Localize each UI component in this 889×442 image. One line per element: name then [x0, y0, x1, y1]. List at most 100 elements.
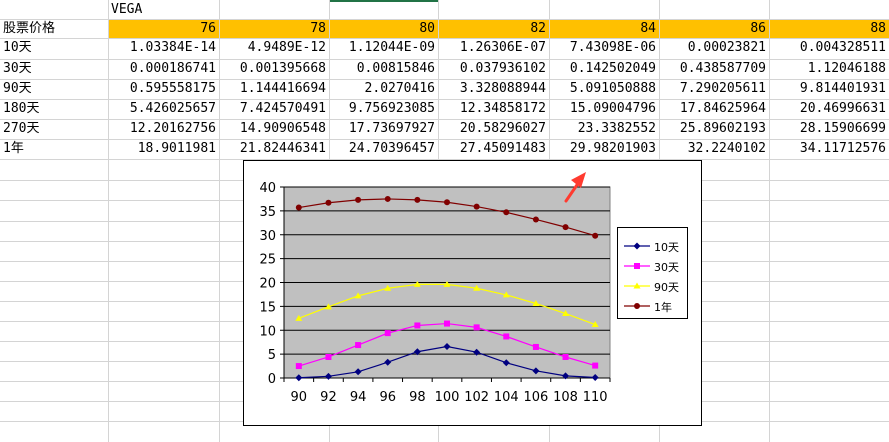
legend-marker: [633, 282, 641, 289]
y-tick-label: 0: [268, 372, 276, 387]
row-gridline: [0, 119, 889, 120]
y-tick-label: 25: [259, 253, 276, 268]
data-point: [473, 324, 480, 331]
cell-title-vega[interactable]: VEGA: [111, 2, 143, 17]
data-point: [355, 196, 362, 203]
cell-value[interactable]: 1.144416694: [239, 81, 326, 96]
legend-swatch: [624, 303, 650, 309]
cell-row-label[interactable]: 1年: [3, 141, 24, 156]
series-3: [295, 195, 599, 239]
row-gridline: [0, 19, 889, 20]
cell-value[interactable]: 12.20162756: [129, 121, 216, 136]
data-point: [414, 196, 421, 203]
cell-value[interactable]: 17.73697927: [348, 121, 435, 136]
data-point: [384, 195, 391, 202]
data-point: [443, 342, 451, 350]
legend-item: 1年: [618, 297, 689, 315]
cell-header-price[interactable]: 88: [870, 21, 886, 36]
row-gridline: [0, 139, 889, 140]
data-point: [562, 310, 570, 317]
y-tick-label: 35: [259, 205, 276, 220]
cell-header-price[interactable]: 82: [530, 21, 546, 36]
selected-column-marker: [329, 0, 438, 2]
cell-value[interactable]: 0.037936102: [459, 61, 546, 76]
cell-value[interactable]: 14.90906548: [239, 121, 326, 136]
data-point: [591, 321, 599, 328]
data-point: [325, 353, 332, 360]
legend-marker: [634, 303, 640, 309]
cell-value[interactable]: 17.84625964: [679, 101, 766, 116]
cell-value[interactable]: 20.58296027: [459, 121, 546, 136]
cell-header-price[interactable]: 84: [640, 21, 656, 36]
cell-row-label[interactable]: 90天: [3, 81, 32, 96]
cell-value[interactable]: 15.09004796: [569, 101, 656, 116]
data-point: [295, 314, 303, 321]
cell-value[interactable]: 28.15906699: [799, 121, 886, 136]
cell-value[interactable]: 4.9489E-12: [247, 40, 326, 55]
cell-value[interactable]: 0.438587709: [679, 61, 766, 76]
y-tick-label: 20: [259, 277, 276, 292]
cell-value[interactable]: 0.142502049: [569, 61, 656, 76]
cell-value[interactable]: 1.12044E-09: [348, 40, 435, 55]
cell-value[interactable]: 1.03384E-14: [129, 40, 216, 55]
data-point: [532, 300, 540, 307]
cell-value[interactable]: 12.34858172: [459, 101, 546, 116]
cell-value[interactable]: 9.814401931: [799, 81, 886, 96]
cell-header-price[interactable]: 86: [750, 21, 766, 36]
chart-legend: 10天 30天 90天 1年: [617, 227, 688, 319]
cell-value[interactable]: 25.89602193: [679, 121, 766, 136]
cell-value[interactable]: 24.70396457: [348, 141, 435, 156]
cell-value[interactable]: 27.45091483: [459, 141, 546, 156]
cell-value[interactable]: 1.12046188: [807, 61, 886, 76]
cell-value[interactable]: 1.26306E-07: [459, 40, 546, 55]
cell-header-price[interactable]: 80: [419, 21, 435, 36]
cell-value[interactable]: 0.00023821: [687, 40, 766, 55]
data-point: [473, 284, 481, 291]
cell-value[interactable]: 0.00815846: [356, 61, 435, 76]
x-tick-label: 102: [464, 390, 489, 405]
cell-header-price[interactable]: 76: [200, 21, 216, 36]
cell-value[interactable]: 0.000186741: [129, 61, 216, 76]
cell-value[interactable]: 5.091050888: [569, 81, 656, 96]
cell-value[interactable]: 32.2240102: [687, 141, 766, 156]
data-point: [502, 359, 510, 367]
data-point: [324, 303, 332, 310]
cell-header-price[interactable]: 78: [310, 21, 326, 36]
cell-value[interactable]: 20.46996631: [799, 101, 886, 116]
cell-value[interactable]: 34.11712576: [799, 141, 886, 156]
cell-row-header-label[interactable]: 股票价格: [3, 21, 56, 36]
data-point: [591, 374, 599, 382]
legend-swatch: [624, 263, 650, 269]
cell-value[interactable]: 23.3382552: [577, 121, 656, 136]
cell-value[interactable]: 0.004328511: [799, 40, 886, 55]
cell-value[interactable]: 0.595558175: [129, 81, 216, 96]
cell-value[interactable]: 0.001395668: [239, 61, 326, 76]
cell-value[interactable]: 7.290205611: [679, 81, 766, 96]
x-tick-label: 92: [320, 390, 337, 405]
cell-value[interactable]: 2.0270416: [364, 81, 435, 96]
cell-value[interactable]: 21.82446341: [239, 141, 326, 156]
series-0: [295, 342, 599, 382]
data-point: [503, 333, 510, 340]
cell-row-label[interactable]: 270天: [3, 121, 40, 136]
data-point: [444, 199, 450, 206]
data-point: [354, 292, 362, 299]
data-point: [592, 232, 599, 239]
cell-row-label[interactable]: 30天: [3, 61, 32, 76]
data-point: [562, 224, 569, 231]
cell-value[interactable]: 3.328088944: [459, 81, 546, 96]
cell-value[interactable]: 5.426025657: [129, 101, 216, 116]
cell-value[interactable]: 7.43098E-06: [569, 40, 656, 55]
cell-value[interactable]: 9.756923085: [348, 101, 435, 116]
legend-label: 90天: [654, 281, 679, 294]
data-point: [413, 280, 421, 287]
legend-label: 1年: [654, 301, 672, 314]
cell-row-label[interactable]: 180天: [3, 101, 40, 116]
cell-value[interactable]: 29.98201903: [569, 141, 656, 156]
cell-value[interactable]: 7.424570491: [239, 101, 326, 116]
cell-value[interactable]: 18.9011981: [137, 141, 216, 156]
cell-row-label[interactable]: 10天: [3, 40, 32, 55]
data-point: [384, 330, 391, 337]
row-gridline: [0, 59, 889, 60]
x-tick-label: 96: [379, 390, 396, 405]
